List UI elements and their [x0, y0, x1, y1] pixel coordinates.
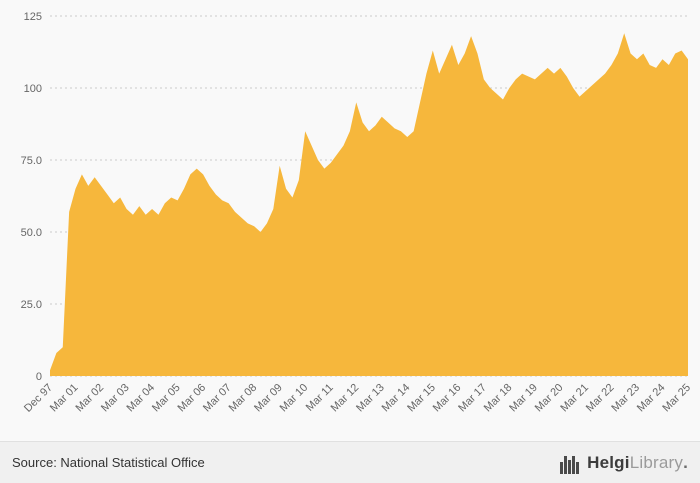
y-tick-label: 125	[24, 11, 42, 23]
brand-name: HelgiLibrary.	[587, 453, 688, 473]
y-tick-label: 0	[36, 371, 42, 383]
helgi-library-icon	[559, 452, 581, 474]
brand-logo: HelgiLibrary.	[559, 452, 688, 474]
y-tick-label: 75.0	[21, 155, 42, 167]
footer-bar: Source: National Statistical Office Helg…	[0, 441, 700, 483]
y-tick-label: 25.0	[21, 299, 42, 311]
brand-name-dot: .	[683, 452, 688, 472]
y-tick-label: 50.0	[21, 227, 42, 239]
chart-area: 0 25.0 50.0 75.0 100 125 Dec 97 Mar 01 Mar 02 Mar…	[20, 11, 694, 415]
area-series	[50, 33, 688, 376]
y-tick-label: 100	[24, 83, 42, 95]
brand-name-bold: Helgi	[587, 452, 630, 472]
brand-name-light: Library	[629, 452, 684, 472]
source-note: Source: National Statistical Office	[12, 455, 205, 470]
